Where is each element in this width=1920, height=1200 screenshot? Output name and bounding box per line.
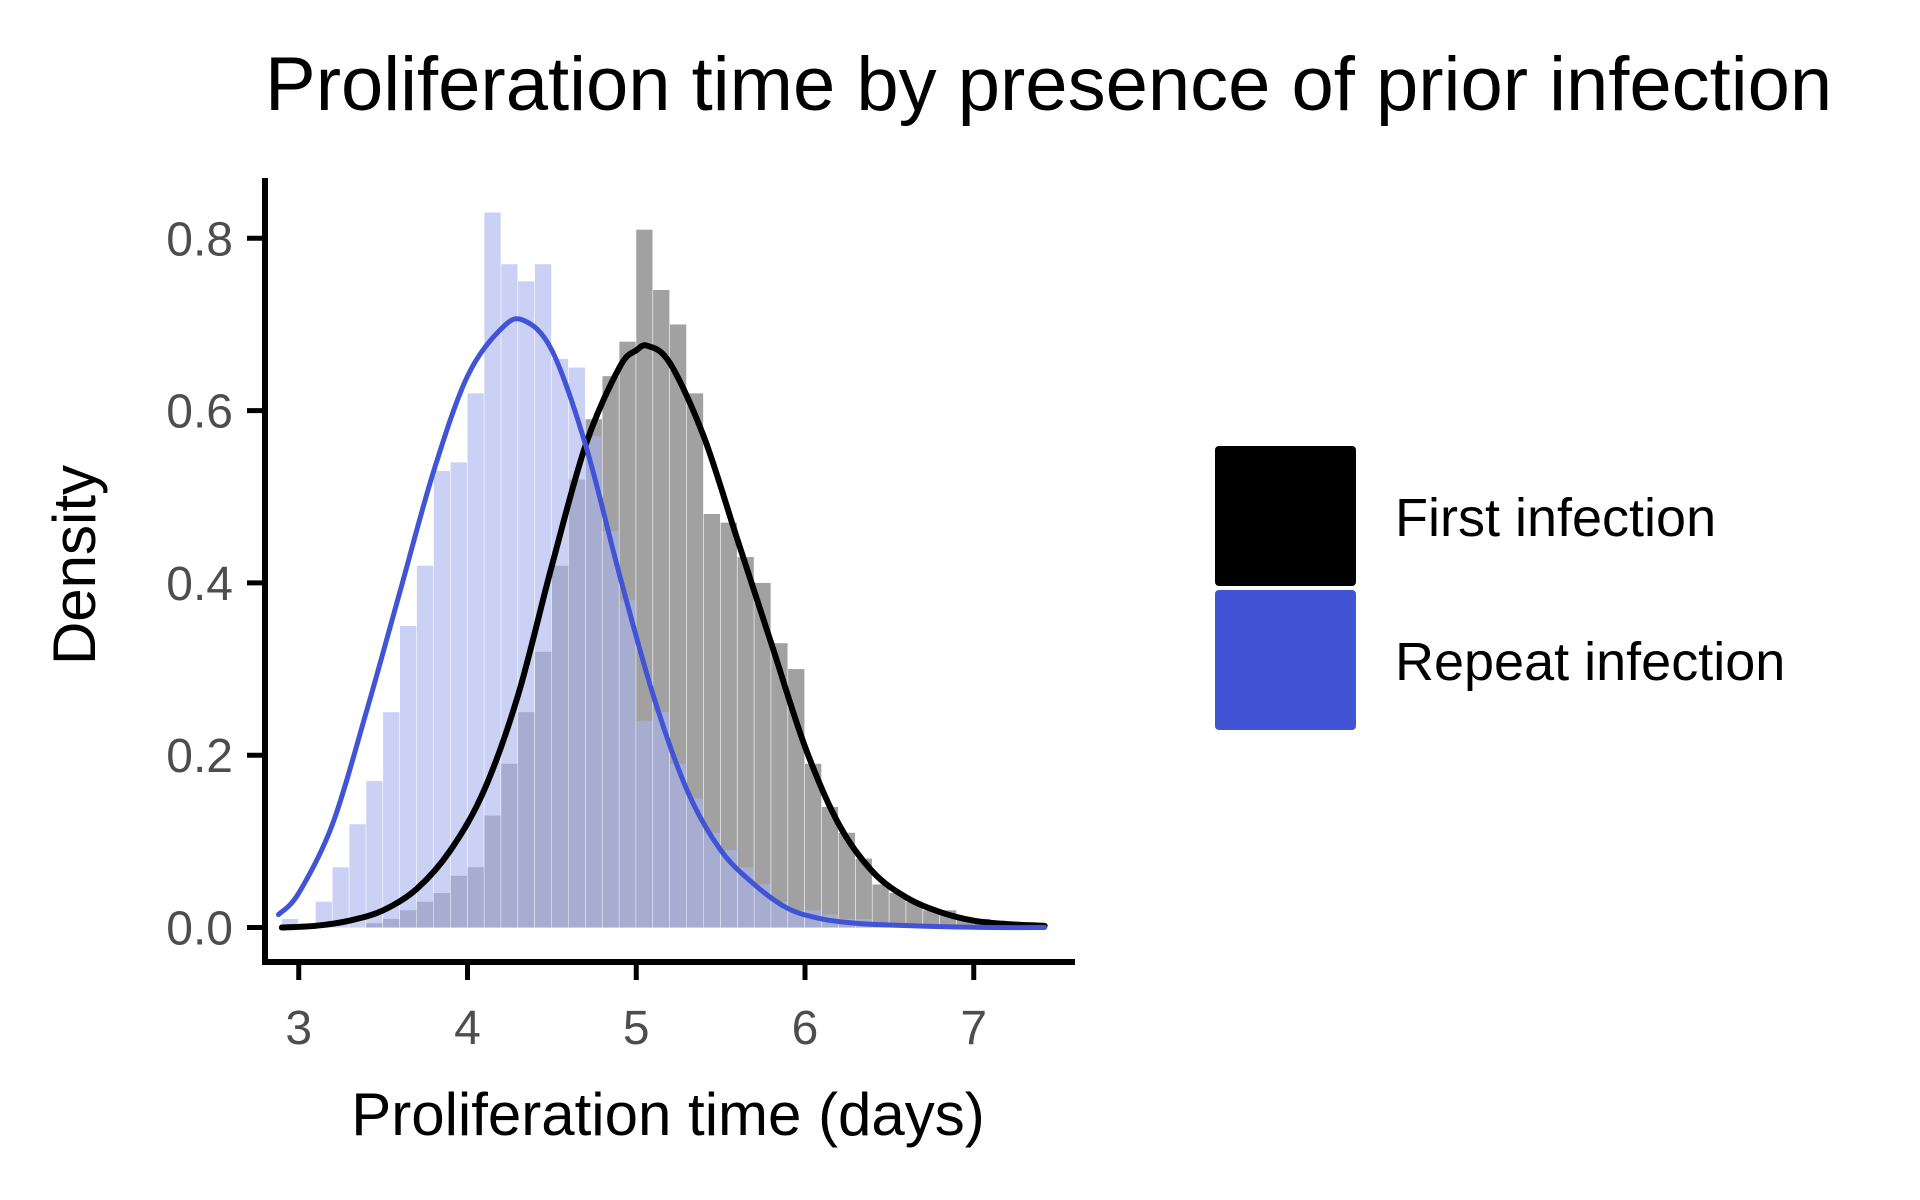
x-tick-label: 4 <box>454 1002 481 1055</box>
first-infection-bar <box>703 514 721 928</box>
repeat-infection-bar <box>315 901 332 928</box>
repeat-infection-bar <box>349 824 366 928</box>
first-infection-bar <box>754 582 771 928</box>
y-tick-label: 0.0 <box>166 903 233 956</box>
first-infection-bar <box>906 901 923 928</box>
repeat-infection-bar <box>484 212 501 928</box>
first-infection-legend-label: First infection <box>1395 488 1716 548</box>
repeat-infection-bar <box>467 393 484 928</box>
first-infection-legend-swatch <box>1215 446 1356 586</box>
y-axis-ticks: 0.0 0.2 0.4 0.6 0.8 <box>166 213 265 956</box>
repeat-infection-bar <box>518 281 535 928</box>
y-tick-label: 0.2 <box>166 730 233 783</box>
first-infection-bar <box>821 806 839 928</box>
repeat-infection-bar <box>568 367 586 928</box>
chart-title: Proliferation time by presence of prior … <box>265 42 1832 127</box>
plot-area <box>276 212 1048 931</box>
y-axis-title: Density <box>41 465 108 665</box>
repeat-infection-bar <box>619 600 636 928</box>
first-infection-bar <box>720 522 737 928</box>
first-infection-bar <box>737 557 754 928</box>
repeat-infection-bar <box>703 832 721 928</box>
x-tick-label: 5 <box>623 1002 650 1055</box>
first-infection-bar <box>855 858 872 928</box>
first-infection-density-curve <box>278 342 1048 931</box>
repeat-infection-bar <box>433 470 451 928</box>
repeat-infection-bar <box>585 436 602 928</box>
repeat-infection-bar <box>383 712 400 928</box>
repeat-infection-bar <box>602 531 619 928</box>
density-curves <box>276 316 1048 931</box>
y-tick-label: 0.6 <box>166 386 233 439</box>
first-infection-bar <box>956 918 974 928</box>
first-infection-bar <box>838 832 856 928</box>
repeat-infection-bar <box>501 264 518 928</box>
first-infection-bar <box>872 884 889 928</box>
repeat-infection-bar <box>366 781 383 928</box>
repeat-infection-bar <box>653 712 670 928</box>
repeat-infection-bar <box>332 867 349 928</box>
repeat-infection-bar <box>400 626 417 928</box>
y-tick-label: 0.4 <box>166 558 233 611</box>
first-infection-bar <box>805 763 822 928</box>
x-axis-ticks: 3 4 5 6 7 <box>285 962 987 1055</box>
x-axis-title: Proliferation time (days) <box>351 1081 985 1148</box>
first-infection-bar <box>923 910 940 928</box>
repeat-infection-bar <box>686 798 704 928</box>
repeat-infection-bar <box>450 462 467 928</box>
repeat-infection-legend-label: Repeat infection <box>1395 632 1785 692</box>
first-infection-bar <box>889 893 906 928</box>
repeat-infection-bar <box>551 358 569 928</box>
repeat-infection-bar <box>670 763 687 928</box>
x-tick-label: 3 <box>285 1002 312 1055</box>
repeat-infection-bar <box>720 850 737 928</box>
repeat-infection-density-curve <box>276 316 1048 931</box>
repeat-infection-bar <box>281 918 299 928</box>
repeat-infection-bar <box>416 565 434 928</box>
x-tick-label: 6 <box>792 1002 819 1055</box>
repeat-infection-legend-swatch <box>1215 590 1356 730</box>
y-tick-label: 0.8 <box>166 213 233 266</box>
x-tick-label: 7 <box>960 1002 987 1055</box>
repeat-infection-bar <box>636 720 653 928</box>
repeat-infection-histogram <box>281 212 991 928</box>
legend: First infection Repeat infection <box>1215 446 1785 730</box>
first-infection-bar <box>771 643 788 928</box>
